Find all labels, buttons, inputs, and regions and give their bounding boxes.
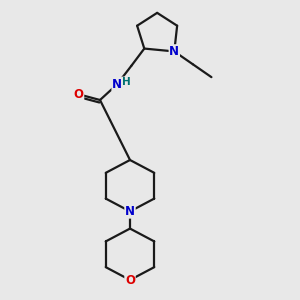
Text: O: O [74, 88, 84, 101]
Text: N: N [125, 205, 135, 218]
Text: N: N [169, 45, 179, 58]
Text: H: H [122, 77, 131, 87]
Text: N: N [112, 78, 122, 91]
Text: O: O [125, 274, 135, 286]
